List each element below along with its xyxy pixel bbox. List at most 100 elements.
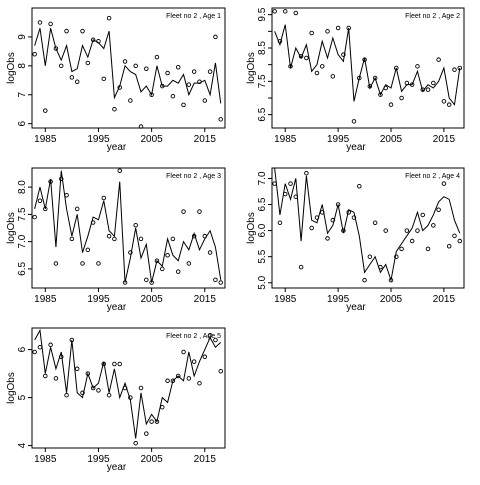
observed-point: [64, 28, 69, 34]
observed-point: [80, 28, 85, 34]
x-tick-label: 1985: [274, 134, 297, 145]
panel-title: Fleet no 2 , Age 1: [166, 13, 221, 20]
observed-point: [96, 388, 101, 393]
observed-point: [218, 117, 223, 122]
y-axis-label: logObs: [6, 372, 17, 404]
observed-point: [367, 84, 373, 89]
observed-point: [144, 277, 149, 283]
observed-point: [101, 195, 107, 201]
observed-point: [53, 46, 59, 51]
observed-point: [425, 246, 431, 252]
observed-point: [175, 269, 181, 274]
observed-point: [404, 228, 410, 233]
observed-point: [409, 238, 415, 244]
y-tick-label: 7.5: [257, 74, 268, 88]
observed-point: [446, 102, 452, 107]
observed-point: [170, 93, 176, 99]
x-tick-label: 1995: [87, 454, 110, 465]
observed-point: [106, 392, 112, 398]
observed-point: [122, 59, 128, 64]
x-tick-label: 2015: [194, 454, 217, 465]
observed-point: [319, 64, 325, 69]
observed-point: [37, 344, 43, 350]
x-axis-label: year: [346, 142, 366, 153]
observed-point: [160, 404, 165, 410]
observed-point: [404, 80, 410, 86]
observed-point: [319, 210, 325, 215]
x-axis-label: year: [107, 142, 127, 153]
observed-point: [133, 223, 138, 228]
panel-title: Fleet no 2 , Age 5: [166, 333, 221, 340]
observed-point: [383, 228, 388, 233]
panel-title: Fleet no 2 , Age 4: [405, 173, 460, 180]
observed-point: [399, 95, 404, 101]
observed-point: [325, 236, 330, 241]
observed-point: [346, 25, 351, 31]
observed-point: [43, 206, 48, 212]
y-tick-label: 8.0: [17, 180, 28, 194]
observed-point: [330, 217, 336, 223]
observed-point: [112, 236, 117, 242]
observed-point: [90, 37, 96, 43]
panel-title: Fleet no 2 , Age 2: [405, 13, 460, 20]
observed-point: [409, 82, 415, 87]
observed-point: [207, 69, 213, 74]
observed-point: [69, 236, 75, 242]
y-axis-label: logObs: [6, 52, 17, 84]
observed-point: [420, 212, 425, 218]
observed-point: [207, 250, 213, 255]
x-axis-label: year: [107, 462, 127, 473]
observed-point: [64, 392, 69, 398]
observed-point: [58, 354, 64, 360]
observed-point: [457, 65, 463, 71]
x-tick-label: 1995: [87, 134, 110, 145]
y-tick-label: 7.0: [17, 234, 28, 248]
observed-point: [431, 223, 436, 228]
observed-point: [388, 102, 394, 107]
observed-point: [383, 85, 388, 91]
observed-point: [436, 207, 441, 212]
observed-point: [298, 54, 304, 59]
observed-point: [415, 64, 420, 69]
observed-point: [277, 220, 283, 226]
observed-point: [160, 83, 165, 89]
x-tick-label: 2015: [194, 294, 217, 305]
x-tick-label: 2015: [433, 134, 456, 145]
observed-point: [362, 277, 367, 283]
observed-point: [32, 52, 37, 57]
observed-point: [186, 261, 192, 266]
observed-point: [446, 244, 452, 249]
observed-point: [282, 191, 288, 197]
fitted-line: [34, 170, 222, 283]
fitted-line: [34, 328, 222, 439]
x-axis-label: year: [107, 302, 127, 313]
observed-point: [181, 102, 186, 108]
chart-panel-5: 1985 1995 2005 2015 4 5 6 year logObs Fleet no 2 …: [6, 327, 226, 473]
x-tick-label: 1985: [34, 134, 57, 145]
observed-point: [372, 75, 378, 81]
observed-point: [64, 193, 69, 198]
observed-point: [351, 119, 357, 124]
fitted-line: [274, 167, 461, 283]
observed-point: [128, 250, 133, 255]
observed-point: [101, 76, 107, 82]
observed-point: [117, 85, 122, 90]
observed-point: [202, 233, 208, 239]
observed-point: [191, 359, 197, 364]
observed-point: [309, 30, 314, 36]
observed-point: [80, 261, 85, 266]
observed-point: [346, 210, 351, 215]
x-tick-label: 2015: [194, 134, 217, 145]
observed-point: [43, 373, 48, 379]
observed-point: [53, 376, 59, 381]
observed-point: [378, 92, 383, 97]
observed-point: [452, 67, 457, 72]
observed-point: [138, 124, 144, 129]
y-tick-label: 6.0: [257, 223, 268, 237]
observed-point: [122, 280, 128, 285]
observed-point: [58, 63, 64, 69]
x-tick-label: 1995: [87, 294, 110, 305]
observed-point: [288, 181, 293, 186]
observed-point: [144, 66, 149, 71]
